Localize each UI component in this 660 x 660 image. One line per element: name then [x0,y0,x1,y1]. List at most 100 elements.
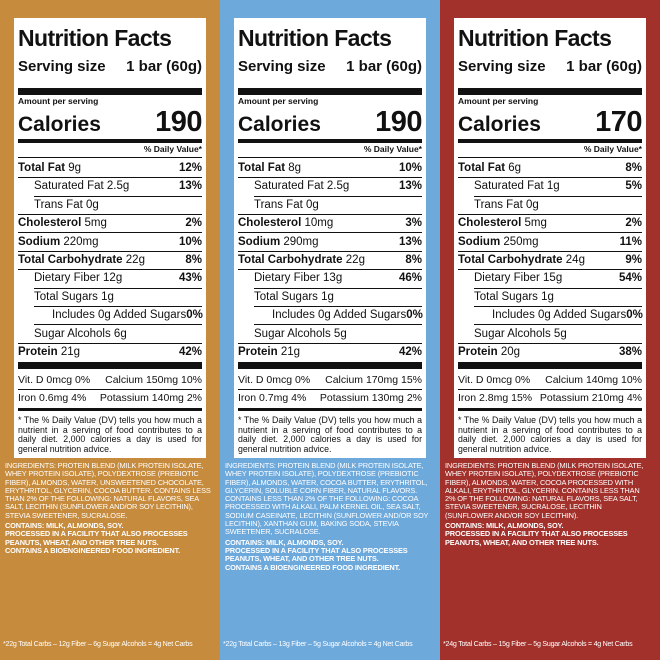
nutrient-label: Total Sugars [474,290,538,303]
rule [18,342,202,344]
allergen-statement: CONTAINS A BIOENGINEERED FOOD INGREDIENT… [225,562,401,572]
amount-per-serving: Amount per serving [238,96,319,106]
rule [18,250,202,252]
calories-value: 190 [375,106,422,138]
daily-value: 46% [398,272,422,285]
vitamin-cell: Calcium 170mg 15% [325,374,422,386]
nutrient-left: Protein 21g [18,345,80,359]
nutrient-label: Sugar Alcohols [34,327,111,340]
rule [254,324,422,326]
nutrient-amount: 5g [553,327,567,340]
nutrient-left: Cholesterol 10mg [238,216,333,230]
nutrient-amount: 15g [543,272,563,285]
nutrient-label: Protein [238,346,278,358]
nutrient-row: Total Sugars 1g [474,290,642,304]
rule [458,214,642,215]
rule [458,139,642,143]
nutrition-facts-box: Nutrition Facts Serving size 1 bar (60g) Am… [454,18,646,458]
rule [474,195,642,197]
daily-value: 13% [398,235,422,248]
net-carbs: *24g Total Carbs – 15g Fiber – 5g Sugar … [443,640,633,648]
nutrition-facts-box: Nutrition Facts Serving size 1 bar (60g) Am… [234,18,426,458]
nutrient-amount: 290mg [283,235,319,248]
footnote: * The % Daily Value (DV) tells you how m… [238,415,422,454]
rule [238,389,422,390]
nutrient-label: Total Fat [18,162,66,174]
nutrient-amount: 220mg [63,235,99,248]
nutrient-label: Sugar Alcohols [474,327,551,340]
nutrient-amount: 1g [101,290,114,303]
daily-value: 0% [626,309,643,322]
rule [238,362,422,369]
vitamin-cell: Calcium 140mg 10% [545,374,642,386]
rule [254,306,422,307]
allergen-statement: PROCESSED IN A FACILITY THAT ALSO PROCES… [225,545,408,564]
nutrient-label: Total Carbohydrate [238,254,343,266]
nutrient-left: Sugar Alcohols 6g [34,327,127,341]
nutrient-left: Cholesterol 5mg [18,216,107,230]
ingredients-text: INGREDIENTS: PROTEIN BLEND (MILK PROTEIN… [445,461,644,520]
calories: Calories 170 [458,106,642,139]
serving-amount: 1 bar (60g) [566,58,642,75]
nutrient-left: Protein 21g [238,345,300,359]
nutrient-left: Total Fat 8g [238,161,301,175]
calories-label: Calories [238,113,321,136]
nutrient-label: Total Fat [458,162,506,174]
label-panel: Nutrition Facts Serving size 1 bar (60g) Am… [440,0,660,660]
nutrient-label: Total Carbohydrate [458,254,563,266]
rule [238,269,422,270]
vitamin-cell: Calcium 150mg 10% [105,374,202,386]
daily-value: 13% [178,180,202,193]
allergen-statement: CONTAINS: MILK, ALMONDS, SOY. [445,521,564,531]
daily-value: 2% [185,217,202,230]
footnote: * The % Daily Value (DV) tells you how m… [18,415,202,454]
rule [18,232,202,234]
nutrient-row: Total Sugars 1g [34,290,202,304]
vitamin-cell: Potassium 130mg 2% [319,392,422,404]
nutrient-label: Sodium [458,235,501,248]
allergen-statement: CONTAINS A BIOENGINEERED FOOD INGREDIENT… [5,545,181,555]
rule [238,177,422,178]
daily-value: 0% [186,309,203,322]
nutrient-row: Protein 21g 42% [18,345,202,359]
nutrient-amount: 6g [113,327,127,340]
nutrient-row: Saturated Fat 2.5g 13% [34,179,202,193]
vitamin-row: Vit. D 0mcg 0% Calcium 170mg 15% [238,374,422,387]
serving-amount: 1 bar (60g) [346,58,422,75]
nutrient-row: Total Fat 8g 10% [238,161,422,175]
nutrient-row: Sugar Alcohols 5g [254,327,422,341]
nutrient-left: Total Sugars 1g [474,290,554,304]
serving-label: Serving size [238,58,326,75]
daily-value: 38% [618,346,642,358]
nutrient-label: Trans Fat [474,198,523,211]
nutrient-left: Total Fat 6g [458,161,521,175]
nutrient-label: Saturated Fat [34,180,104,193]
nutrient-amount: 21g [60,346,81,358]
ingredients-text: INGREDIENTS: PROTEIN BLEND (MILK PROTEIN… [5,461,211,520]
nutrient-amount: 1g [546,180,560,193]
nutrient-label: Saturated Fat [254,180,324,193]
nutrient-left: Protein 20g [458,345,520,359]
nutrient-row: Total Fat 6g 8% [458,161,642,175]
nutrient-amount: 20g [500,346,521,358]
nutrient-amount: 9g [68,162,82,174]
dv-header: % Daily Value* [583,144,642,154]
rule [18,408,202,411]
rule [474,324,642,326]
ingredients: INGREDIENTS: PROTEIN BLEND (MILK PROTEIN… [225,461,431,572]
nutrient-row: Protein 21g 42% [238,345,422,359]
serving-label: Serving size [458,58,546,75]
rule [18,88,202,95]
net-carbs: *22g Total Carbs – 12g Fiber – 6g Sugar … [3,640,193,648]
daily-value: 8% [405,254,422,266]
label-panel: Nutrition Facts Serving size 1 bar (60g) Am… [220,0,440,660]
vitamin-row: Iron 0.6mg 4% Potassium 140mg 2% [18,392,202,405]
nutrient-left: Saturated Fat 2.5g [254,179,349,193]
vitamin-cell: Iron 0.6mg 4% [18,392,87,404]
footnote: * The % Daily Value (DV) tells you how m… [458,415,642,454]
nutrient-amount: 12g [103,272,123,285]
vitamin-cell: Potassium 140mg 2% [99,392,202,404]
nutrient-label: Trans Fat [34,198,83,211]
rule [238,342,422,344]
